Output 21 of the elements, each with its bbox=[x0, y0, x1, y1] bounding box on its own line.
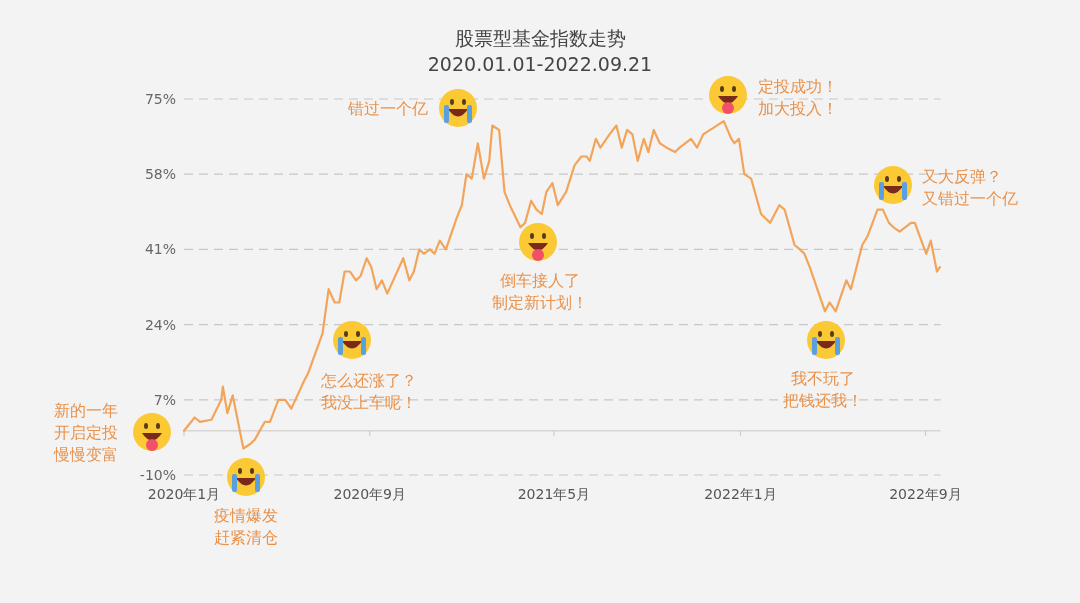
annotation: 错过一个亿 bbox=[347, 99, 428, 118]
x-tick-label: 2020年9月 bbox=[333, 486, 407, 502]
y-tick-label: 75% bbox=[144, 91, 176, 107]
y-tick-label: 41% bbox=[144, 241, 176, 258]
chart-title: 股票型基金指数走势 bbox=[454, 27, 626, 49]
x-tick-label: 2022年9月 bbox=[889, 486, 962, 502]
y-tick-label: 58% bbox=[144, 166, 176, 183]
annotation: 我不玩了把钱还我！ bbox=[783, 369, 863, 410]
x-tick-label: 2021年5月 bbox=[517, 486, 591, 502]
x-tick-label: 2022年1月 bbox=[704, 486, 777, 502]
chart-subtitle: 2020.01.01-2022.09.21 bbox=[427, 53, 653, 75]
text: 疫情爆发赶紧清仓 bbox=[214, 506, 278, 547]
annotation: 怎么还涨了？我没上车呢！ bbox=[320, 371, 417, 412]
y-tick-label: 7% bbox=[153, 391, 176, 408]
annotation: 定投成功！加大投入！ bbox=[758, 77, 838, 118]
annotation: 倒车接人了制定新计划！ bbox=[492, 271, 588, 312]
y-tick-label: 24% bbox=[144, 316, 176, 333]
text: 新的一年开启定投慢慢变富 bbox=[53, 401, 118, 464]
y-tick-label: -10% bbox=[139, 467, 176, 483]
x-tick-label: 2020年1月 bbox=[147, 486, 221, 502]
annotation: 又大反弹？又错过一个亿 bbox=[922, 167, 1018, 208]
